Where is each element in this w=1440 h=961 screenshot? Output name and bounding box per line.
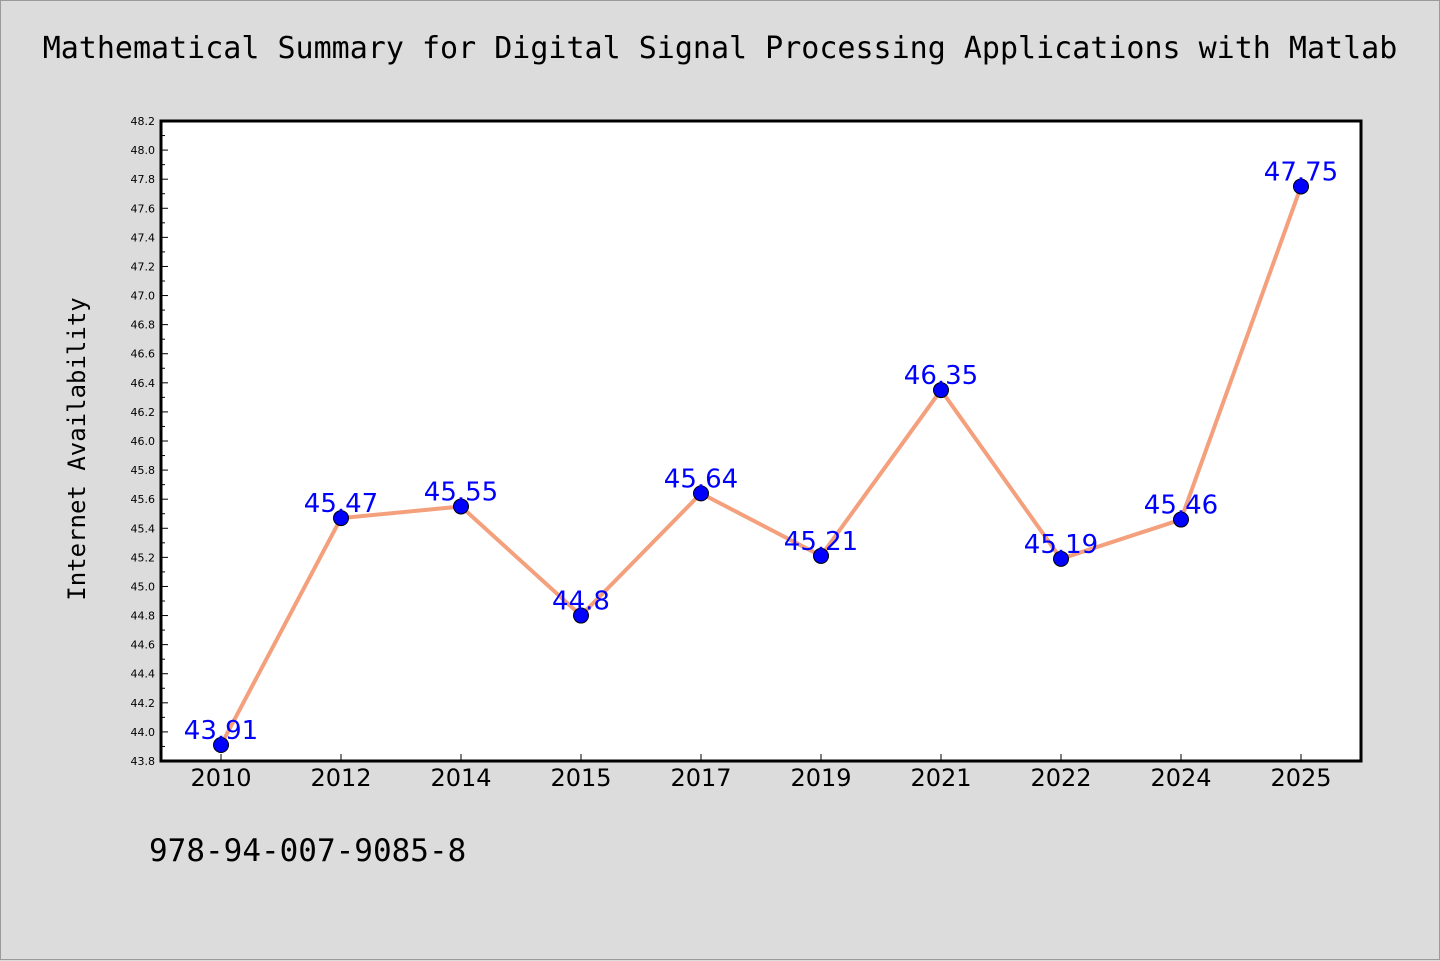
y-tick-label: 44.8: [131, 610, 156, 623]
y-tick-label: 45.2: [131, 551, 156, 564]
y-tick-label: 47.2: [131, 260, 156, 273]
data-label-2024: 45.46: [1144, 491, 1218, 521]
y-tick-label: 43.8: [131, 755, 156, 768]
plot-frame: [159, 119, 1363, 763]
x-tick-label: 2024: [1150, 764, 1211, 792]
data-point-2025: [1293, 178, 1309, 195]
data-label-2017: 45.64: [664, 464, 738, 494]
data-point-2022: [1053, 550, 1069, 567]
y-tick-label: 47.0: [131, 290, 156, 303]
x-tick-label: 2021: [910, 764, 971, 792]
data-label-2021: 46.35: [904, 361, 978, 391]
y-tick-label: 46.8: [131, 319, 156, 332]
data-point-2012: [333, 510, 349, 527]
x-tick-label: 2022: [1030, 764, 1091, 792]
y-tick-label: 47.8: [131, 173, 156, 186]
data-point-2017: [693, 485, 709, 502]
y-tick-label: 46.6: [131, 348, 156, 361]
data-point-2010: [213, 737, 229, 753]
data-label-2012: 45.47: [304, 489, 378, 519]
x-tick-label: 2019: [790, 764, 851, 792]
y-tick-label: 48.2: [131, 115, 156, 128]
y-tick-label: 44.6: [131, 639, 156, 652]
y-tick-label: 45.8: [131, 464, 156, 477]
y-tick-label: 44.4: [131, 668, 156, 681]
data-point-2021: [933, 382, 949, 399]
data-point-2019: [813, 547, 829, 564]
isbn-text: 978-94-007-9085-8: [149, 833, 467, 869]
x-tick-label: 2025: [1270, 764, 1331, 792]
y-tick-label: 46.2: [131, 406, 156, 419]
y-tick-label: 46.4: [131, 377, 156, 390]
data-label-2025: 47.75: [1264, 157, 1338, 187]
y-tick-label: 46.0: [131, 435, 156, 448]
data-label-2010: 43.91: [184, 716, 258, 746]
y-tick-label: 48.0: [131, 144, 156, 157]
y-tick-label: 44.0: [131, 726, 156, 739]
chart-title: Mathematical Summary for Digital Signal …: [42, 31, 1398, 66]
data-label-2019: 45.21: [784, 527, 858, 557]
data-label-2014: 45.55: [424, 477, 498, 507]
series-line: [219, 185, 1303, 746]
y-tick-label: 45.4: [131, 522, 156, 535]
data-point-2015: [573, 607, 589, 624]
x-tick-label: 2012: [310, 764, 371, 792]
y-tick-label: 47.4: [131, 231, 156, 244]
y-axis-label: Internet Availability: [63, 297, 91, 600]
y-tick-label: 45.0: [131, 580, 156, 593]
x-tick-label: 2014: [430, 764, 491, 792]
y-tick-label: 45.6: [131, 493, 156, 506]
data-point-2024: [1173, 511, 1189, 528]
data-label-2015: 44.8: [552, 587, 610, 617]
x-tick-label: 2010: [190, 764, 251, 792]
x-tick-label: 2017: [670, 764, 731, 792]
plot-area: [161, 121, 1361, 761]
y-tick-label: 44.2: [131, 697, 156, 710]
data-label-2022: 45.19: [1024, 530, 1098, 560]
data-point-2014: [453, 498, 469, 515]
y-tick-label: 47.6: [131, 202, 156, 215]
x-tick-label: 2015: [550, 764, 611, 792]
